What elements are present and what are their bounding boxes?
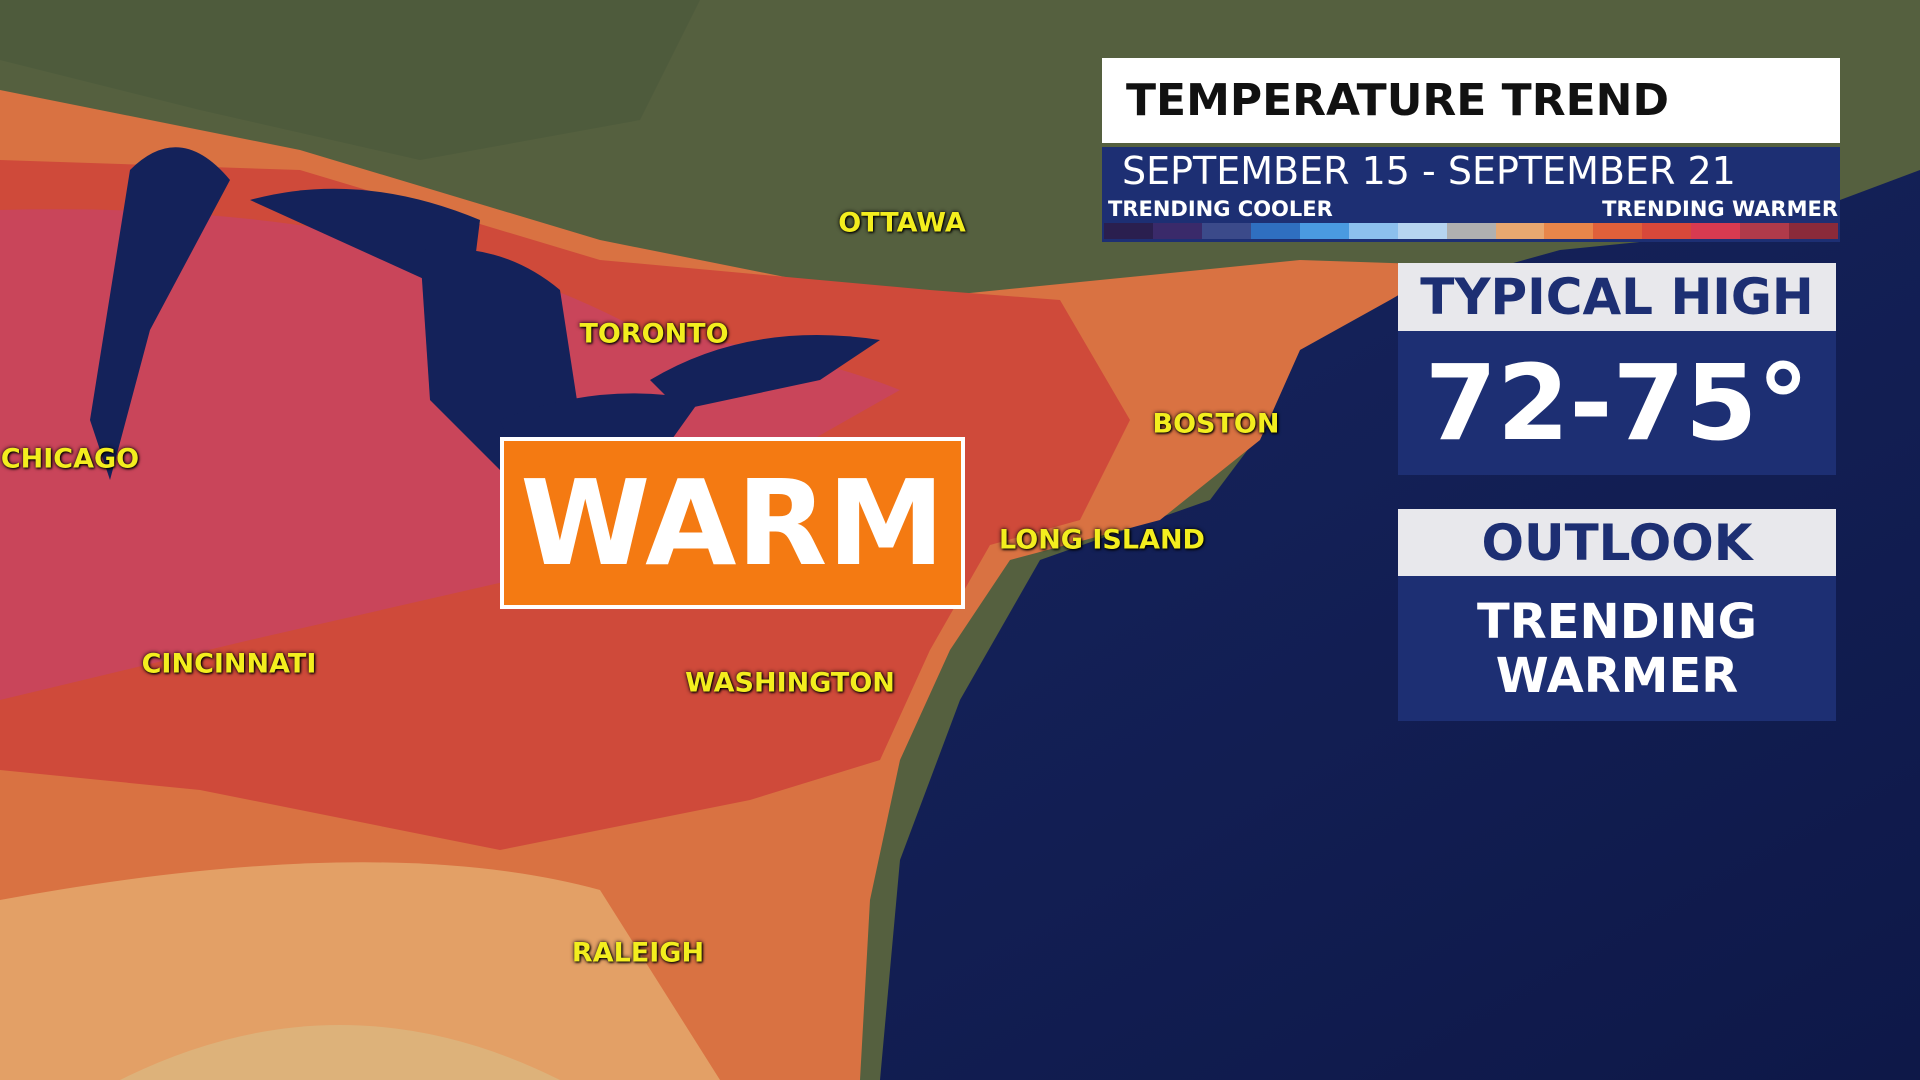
city-label: WASHINGTON [685,667,895,699]
condition-badge: WARM [500,437,965,609]
color-scale [1104,223,1839,239]
city-label: OTTAWA [838,207,966,239]
outlook-header: OUTLOOK [1398,509,1836,576]
city-label: CHICAGO [0,443,140,475]
city-label: BOSTON [1152,408,1280,440]
outlook-value: TRENDING WARMER [1398,576,1836,721]
scale-label-warm: TRENDING WARMER [1602,197,1838,221]
city-label: LONG ISLAND [999,524,1205,556]
city-label: TORONTO [579,318,729,350]
city-label: RALEIGH [571,937,705,969]
trend-scale: TRENDING COOLER TRENDING WARMER [1102,195,1840,242]
date-range: SEPTEMBER 15 - SEPTEMBER 21 [1102,147,1840,195]
typical-high-header: TYPICAL HIGH [1398,263,1836,331]
typical-high-value: 72-75° [1398,331,1836,475]
panel-title: TEMPERATURE TREND [1102,58,1840,143]
scale-label-cool: TRENDING COOLER [1108,197,1333,221]
city-label: CINCINNATI [141,648,317,680]
